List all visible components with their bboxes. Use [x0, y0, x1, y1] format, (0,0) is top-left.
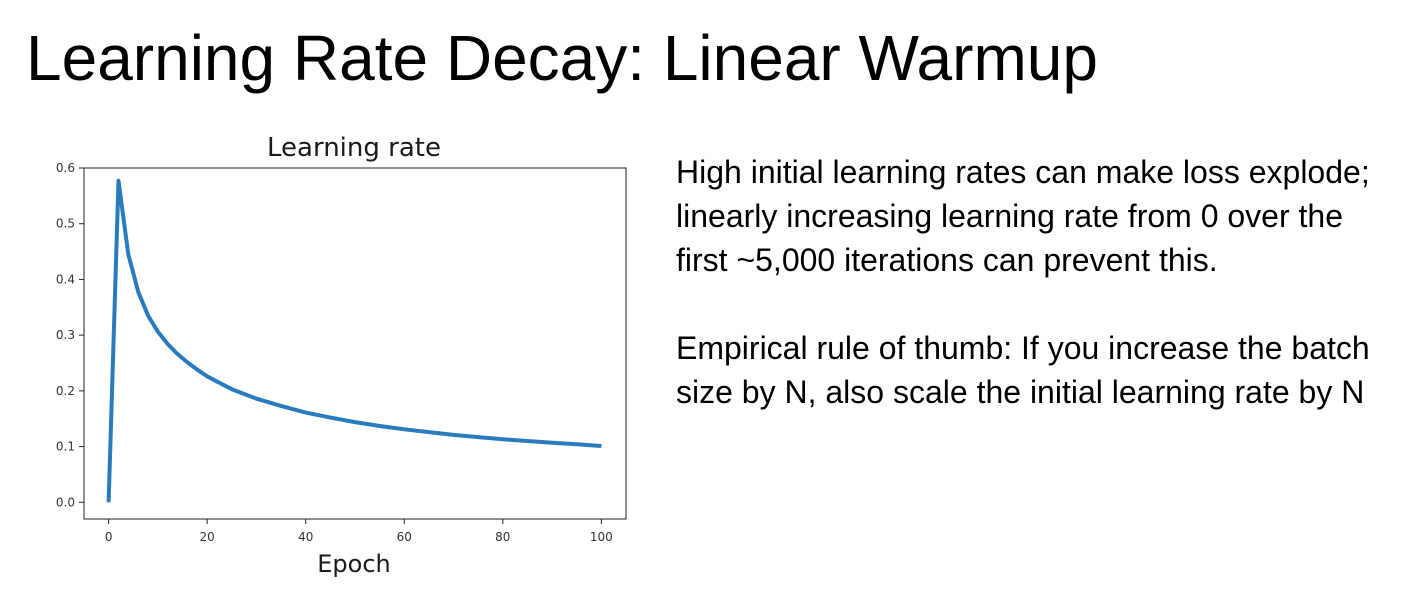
x-tick-label: 20 [200, 530, 215, 544]
paragraph-rule-of-thumb: Empirical rule of thumb: If you increase… [676, 330, 1370, 410]
x-tick-label: 40 [298, 530, 313, 544]
y-tick-label: 0.1 [56, 440, 75, 454]
chart-title: Learning rate [267, 133, 441, 163]
x-tick-label: 60 [397, 530, 412, 544]
x-tick-label: 100 [590, 530, 613, 544]
slide-title: Learning Rate Decay: Linear Warmup [26, 22, 1098, 94]
learning-rate-line [106, 178, 602, 503]
x-tick-label: 0 [105, 530, 113, 544]
x-axis-ticks: 0 20 40 60 80 100 [105, 519, 613, 544]
y-tick-label: 0.3 [56, 328, 75, 342]
series-layer [106, 178, 602, 503]
y-tick-label: 0.0 [56, 495, 75, 509]
learning-rate-chart: Learning rate 0.0 0.1 0.2 0.3 0.4 0.5 0.6 0 20 4… [0, 120, 660, 596]
y-axis-ticks: 0.0 0.1 0.2 0.3 0.4 0.5 0.6 [56, 161, 84, 509]
x-axis-label: Epoch [317, 550, 391, 578]
y-tick-label: 0.2 [56, 384, 75, 398]
paragraph-warmup: High initial learning rates can make los… [676, 154, 1370, 278]
description-text: High initial learning rates can make los… [676, 150, 1396, 458]
y-tick-label: 0.4 [56, 272, 75, 286]
y-tick-label: 0.6 [56, 161, 75, 175]
plot-frame [83, 167, 627, 520]
y-tick-label: 0.5 [56, 217, 75, 231]
chart-svg: Learning rate 0.0 0.1 0.2 0.3 0.4 0.5 0.6 0 20 4… [56, 133, 627, 578]
x-tick-label: 80 [495, 530, 510, 544]
